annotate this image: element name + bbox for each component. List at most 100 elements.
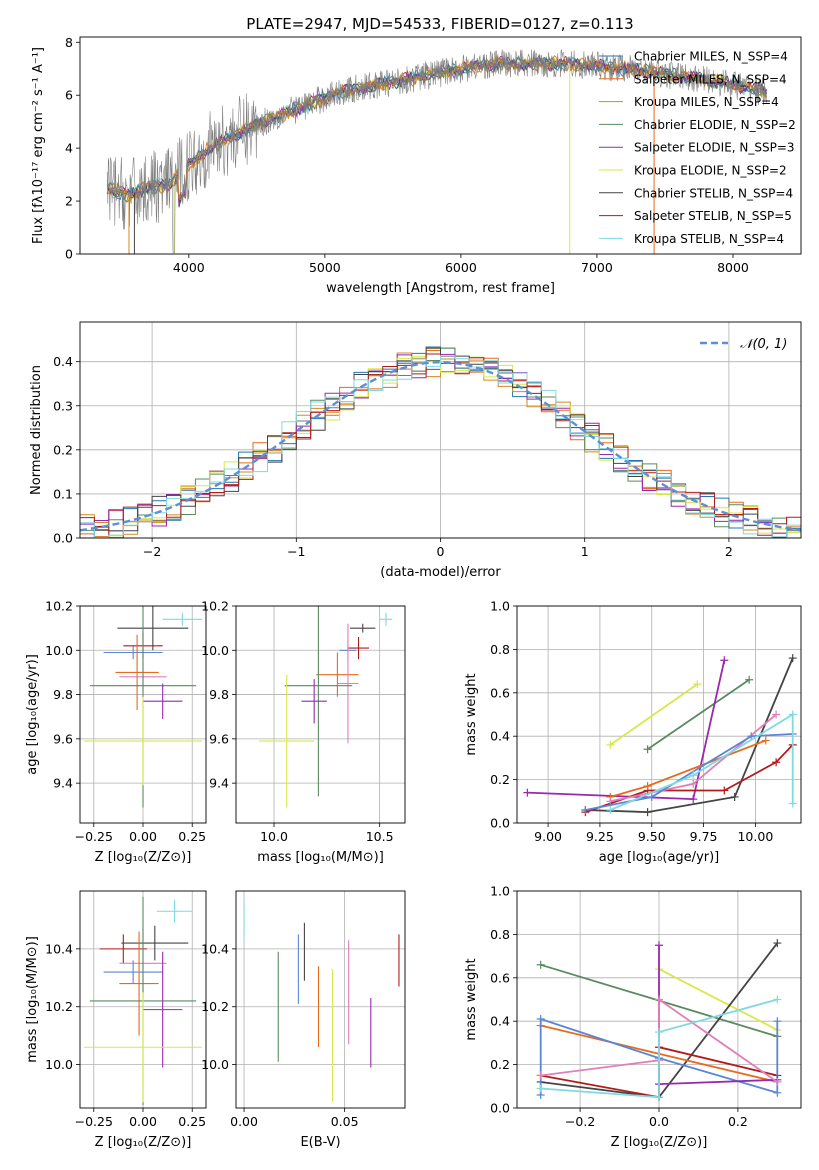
y-tick-label: 10.2	[45, 999, 73, 1014]
axes-frame	[79, 605, 207, 824]
plot-area-mass-vs-EBV	[243, 902, 400, 1103]
axes-frame	[79, 890, 207, 1109]
errorbar-point-blue	[103, 645, 163, 660]
axes-weight-vs-age: 9.00 9.25 9.50 9.75 10.00 0.0 0.2 0.4 0.6 0.8 1.0 a…	[464, 599, 802, 865]
legend-label: Chabrier MILES, N_SSP=4	[634, 50, 788, 64]
x-tick-label: −0.2	[565, 1114, 595, 1129]
axes-spectrum: 4000 5000 6000 7000 8000 0 2 4 6 8 wavelength [Ang…	[31, 35, 802, 296]
weight-marker	[761, 736, 770, 745]
errorbar-point-selodie	[143, 683, 183, 719]
x-tick-label: 0.25	[178, 1114, 206, 1129]
axes-frame	[516, 890, 802, 1109]
y-tick-label: 10.4	[201, 941, 229, 956]
weight-marker	[536, 1071, 545, 1080]
weight-line-cstelib	[585, 657, 794, 814]
weight-line-celodie	[647, 679, 750, 750]
x-axis-label: Z [log₁₀(Z/Z⊙)]	[611, 1135, 708, 1150]
legend-spectrum: Chabrier MILES, N_SSP=4 Salpeter MILES, N…	[599, 50, 796, 246]
x-tick-label: −2	[143, 544, 161, 559]
axes-frame	[235, 890, 406, 1109]
x-axis-label: age [log₁₀(age/yr)]	[599, 850, 720, 865]
x-axis-label: wavelength [Angstrom, rest frame]	[326, 281, 555, 296]
y-axis-label: mass weight	[464, 958, 479, 1040]
axes-frame	[79, 36, 802, 255]
weight-marker	[536, 1084, 545, 1093]
x-tick-label: 0.0	[649, 1114, 669, 1129]
errorbar-point-sstelib	[347, 637, 370, 660]
weight-line-sstelib	[585, 744, 794, 813]
errorbar-point-celodie	[284, 606, 353, 797]
y-tick-label: 9.8	[209, 687, 229, 702]
plot-area-spectrum	[106, 49, 768, 254]
y-axis-label: age [log₁₀(age/yr)]	[25, 654, 40, 775]
weight-marker	[655, 995, 663, 1004]
weight-marker	[788, 799, 797, 808]
errorbar-point-blue	[103, 960, 163, 984]
weight-marker	[606, 740, 615, 749]
weight-line-kstelib	[609, 712, 794, 811]
weight-marker	[773, 995, 782, 1004]
x-tick-label: 9.00	[534, 829, 562, 844]
weight-line-selodie	[527, 660, 726, 801]
plot-area-mass-vs-Z	[83, 896, 203, 1106]
y-axis-label: mass weight	[464, 673, 479, 755]
errorbar-point-kstelib	[162, 612, 203, 626]
errorbar-point-kelodie	[259, 674, 315, 808]
y-tick-label: 0.8	[490, 642, 510, 657]
weight-marker	[773, 1077, 782, 1086]
x-tick-label: 2	[725, 544, 733, 559]
y-tick-label: 2	[65, 194, 73, 209]
weight-marker	[689, 795, 698, 804]
x-tick-label: 8000	[717, 260, 749, 275]
x-tick-label: 0.00	[129, 1114, 157, 1129]
errorbar-point-kstelib	[379, 612, 393, 626]
y-axis-label: Flux [fλ10⁻¹⁷ erg cm⁻² s⁻¹ A⁻¹]	[31, 47, 46, 244]
errorbar-point-selodie	[301, 679, 327, 724]
errorbar-point-smiles	[316, 652, 359, 697]
y-tick-label: 9.8	[53, 687, 73, 702]
errorbar-point-kstelib	[156, 899, 193, 923]
y-tick-label: 0.2	[490, 1057, 510, 1072]
y-tick-label: 0.0	[490, 1101, 510, 1116]
weight-line-kelodie	[609, 683, 698, 746]
x-tick-label: 5000	[309, 260, 341, 275]
x-axis-label: Z [log₁₀(Z/Z⊙)]	[95, 850, 192, 865]
weight-marker	[720, 656, 729, 665]
y-tick-label: 0.0	[490, 816, 510, 831]
legend-label: Salpeter MILES, N_SSP=4	[634, 72, 787, 86]
y-tick-label: 4	[65, 141, 73, 156]
gaussian-curve	[80, 360, 801, 532]
x-tick-label: 1	[581, 544, 589, 559]
y-tick-label: 0.6	[490, 685, 510, 700]
errorbar-point-kelodie	[83, 992, 203, 1103]
y-tick-label: 0.0	[53, 531, 73, 546]
y-tick-label: 0.8	[490, 927, 510, 942]
legend-label: Chabrier ELODIE, N_SSP=2	[634, 118, 796, 132]
errorbar-point-cstelib	[121, 925, 189, 961]
x-tick-label: 9.25	[586, 829, 614, 844]
y-axis-label: Normed distribution	[29, 365, 44, 495]
legend-label: Kroupa STELIB, N_SSP=4	[634, 232, 784, 246]
y-tick-label: 0.4	[53, 354, 73, 369]
weight-marker	[643, 745, 652, 754]
y-tick-label: 0.3	[53, 398, 73, 413]
y-tick-label: 0.1	[53, 486, 73, 501]
x-tick-label: 0.05	[331, 1114, 359, 1129]
x-tick-label: 0.25	[178, 829, 206, 844]
y-tick-label: 0.4	[490, 729, 510, 744]
errorbar-point-sstelib	[99, 934, 147, 964]
x-tick-label: 0.2	[728, 1114, 748, 1129]
x-tick-label: 7000	[581, 260, 613, 275]
y-tick-label: 8	[65, 35, 73, 50]
axes-frame	[516, 605, 802, 824]
weight-marker	[643, 808, 652, 817]
data-spectrum	[106, 49, 767, 253]
y-axis-label: mass [log₁₀(M/M⊙)]	[25, 936, 40, 1063]
legend-label: 𝒩(0, 1)	[740, 337, 787, 352]
weight-marker	[730, 792, 739, 801]
errorbar-point-cstelib	[350, 623, 376, 633]
weight-marker	[647, 792, 656, 801]
weight-marker	[772, 758, 781, 767]
weight-marker	[772, 710, 781, 719]
axes-residuals: −2 −1 0 1 2 0.0 0.1 0.2 0.3 0.4 (data-model)/error…	[29, 321, 802, 580]
